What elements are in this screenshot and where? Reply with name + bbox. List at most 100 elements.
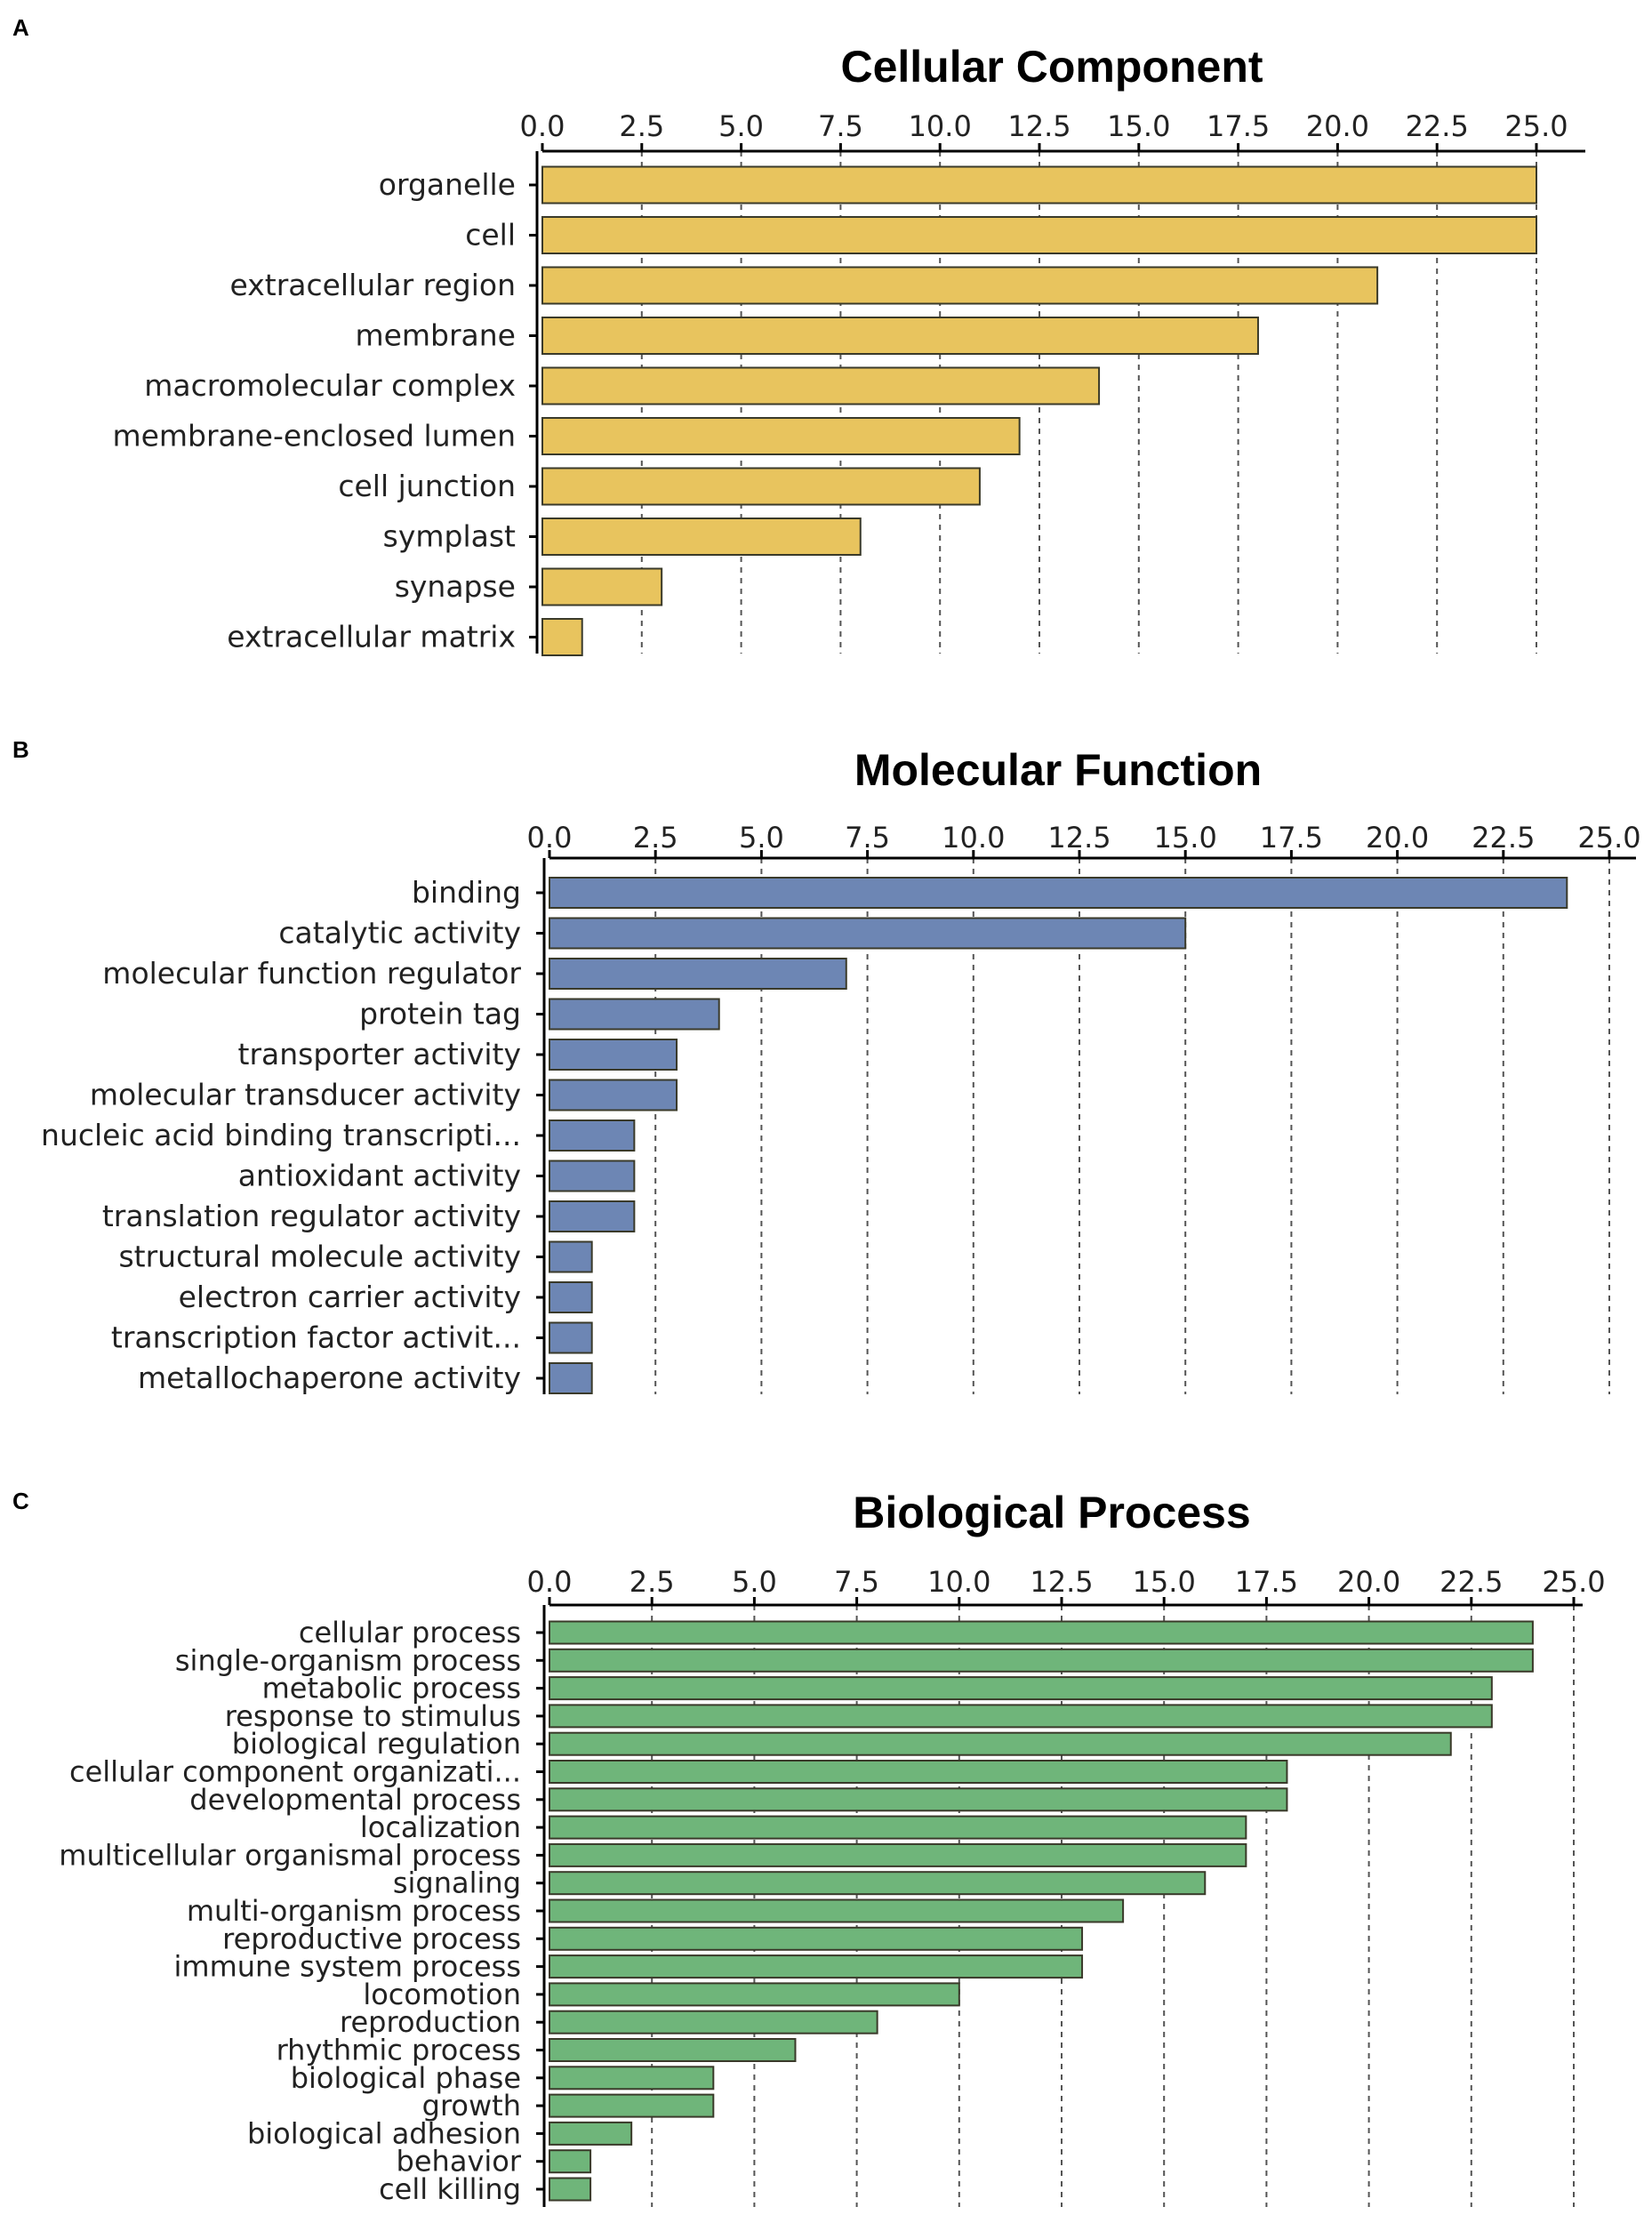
- category-label-b: molecular transducer activity: [90, 1078, 521, 1112]
- category-label-c: signaling: [393, 1866, 521, 1900]
- bar-c: [549, 1704, 1493, 1729]
- bar-c: [549, 1871, 1207, 1896]
- category-label-b: translation regulator activity: [102, 1199, 521, 1233]
- category-label-c: reproduction: [340, 2005, 521, 2039]
- x-tick-label-b: 20.0: [1366, 821, 1429, 855]
- bar-c: [549, 2177, 592, 2202]
- x-tick-label-a: 20.0: [1306, 109, 1369, 143]
- bar-c: [549, 1676, 1493, 1701]
- x-tick-label-b: 2.5: [633, 821, 678, 855]
- category-label-a: membrane: [355, 318, 516, 353]
- panel-letter-b: B: [12, 736, 29, 763]
- panel-a-cellular-component: A Cellular Component 0.0 2.5 5.0 7.5 10.0 12.…: [12, 14, 1585, 656]
- category-label-b: protein tag: [359, 997, 521, 1031]
- bar-c: [549, 2066, 715, 2091]
- bar-a: [541, 417, 1021, 455]
- bar-a: [541, 518, 862, 556]
- bar-c: [549, 1898, 1125, 1923]
- bar-c: [549, 1954, 1084, 1979]
- x-tick-label-b: 12.5: [1047, 821, 1111, 855]
- bar-c: [549, 1648, 1534, 1673]
- category-label-a: macromolecular complex: [144, 368, 516, 403]
- x-tick-label-b: 25.0: [1577, 821, 1640, 855]
- x-tick-label-c: 2.5: [630, 1565, 675, 1599]
- bar-b: [549, 1362, 593, 1394]
- bar-b: [549, 1079, 678, 1112]
- bar-a: [541, 366, 1101, 405]
- x-tick-label-a: 22.5: [1406, 109, 1469, 143]
- bar-c: [549, 2149, 592, 2174]
- x-tick-label-a: 10.0: [909, 109, 972, 143]
- category-label-c: biological adhesion: [247, 2116, 521, 2150]
- bar-c: [549, 1926, 1084, 1951]
- bar-c: [549, 1760, 1288, 1784]
- bar-b: [549, 1120, 636, 1152]
- category-label-c: multi-organism process: [187, 1894, 521, 1928]
- category-label-a: synapse: [395, 569, 516, 604]
- bar-a: [541, 216, 1537, 254]
- x-tick-label-c: 0.0: [527, 1565, 573, 1599]
- bar-b: [549, 1200, 636, 1232]
- category-label-c: developmental process: [189, 1783, 521, 1817]
- x-tick-label-a: 0.0: [520, 109, 565, 143]
- bar-a: [541, 567, 663, 606]
- bar-c: [549, 2121, 633, 2146]
- x-tick-label-c: 15.0: [1133, 1565, 1196, 1599]
- category-label-c: cell killing: [379, 2172, 521, 2206]
- category-label-c: multicellular organismal process: [59, 1838, 521, 1872]
- panel-c-biological-process: C Biological Process 0.0 2.5 5.0 7.5 10.0 12.…: [12, 1488, 1606, 2207]
- category-label-b: transporter activity: [238, 1037, 521, 1071]
- x-tick-label-b: 7.5: [845, 821, 890, 855]
- bar-b: [549, 1240, 593, 1273]
- category-label-a: membrane-enclosed lumen: [112, 419, 516, 453]
- category-label-c: locomotion: [363, 1978, 521, 2011]
- category-label-c: cellular component organizati...: [69, 1755, 521, 1789]
- x-tick-label-a: 5.0: [718, 109, 764, 143]
- category-label-a: symplast: [383, 519, 516, 554]
- x-tick-label-c: 12.5: [1030, 1565, 1093, 1599]
- x-tick-label-a: 15.0: [1107, 109, 1170, 143]
- category-label-b: catalytic activity: [278, 916, 521, 951]
- x-tick-label-c: 5.0: [732, 1565, 777, 1599]
- category-label-c: metabolic process: [262, 1672, 521, 1705]
- bar-c: [549, 1787, 1288, 1812]
- bar-c: [549, 2093, 715, 2118]
- category-label-c: immune system process: [174, 1950, 521, 1984]
- bar-b: [549, 917, 1187, 950]
- category-label-b: metallochaperone activity: [138, 1360, 521, 1395]
- x-tick-label-c: 10.0: [927, 1565, 990, 1599]
- chart-title-c: Biological Process: [853, 1488, 1250, 1537]
- x-tick-label-a: 25.0: [1504, 109, 1568, 143]
- bar-a: [541, 165, 1537, 205]
- x-tick-label-b: 22.5: [1472, 821, 1535, 855]
- category-label-c: response to stimulus: [225, 1699, 521, 1733]
- panel-b-molecular-function: B Molecular Function 0.0 2.5 5.0 7.5 10.0 12.…: [12, 736, 1641, 1395]
- bar-b: [549, 958, 847, 990]
- x-tick-label-b: 5.0: [739, 821, 784, 855]
- bar-a: [541, 467, 981, 506]
- bar-b: [549, 877, 1568, 909]
- bar-a: [541, 266, 1379, 305]
- x-tick-label-c: 7.5: [834, 1565, 879, 1599]
- category-label-a: extracellular matrix: [227, 620, 516, 654]
- category-label-b: structural molecule activity: [118, 1240, 521, 1274]
- category-label-b: nucleic acid binding transcripti...: [41, 1118, 521, 1152]
- bar-c: [549, 1982, 960, 2007]
- x-tick-label-b: 10.0: [942, 821, 1005, 855]
- category-label-c: behavior: [397, 2145, 522, 2179]
- category-label-c: biological phase: [291, 2061, 521, 2095]
- bar-c: [549, 1731, 1452, 1756]
- category-label-a: cell: [465, 218, 516, 253]
- category-label-a: extracellular region: [230, 268, 517, 302]
- bar-c: [549, 1620, 1534, 1645]
- x-tick-label-b: 0.0: [527, 821, 573, 855]
- x-tick-label-b: 17.5: [1260, 821, 1323, 855]
- category-label-a: organelle: [379, 167, 516, 202]
- category-label-b: binding: [412, 875, 521, 910]
- bar-b: [549, 1160, 636, 1192]
- category-label-c: rhythmic process: [277, 2034, 521, 2067]
- chart-title-a: Cellular Component: [840, 42, 1263, 92]
- bar-c: [549, 2010, 878, 2034]
- bar-a: [541, 618, 583, 656]
